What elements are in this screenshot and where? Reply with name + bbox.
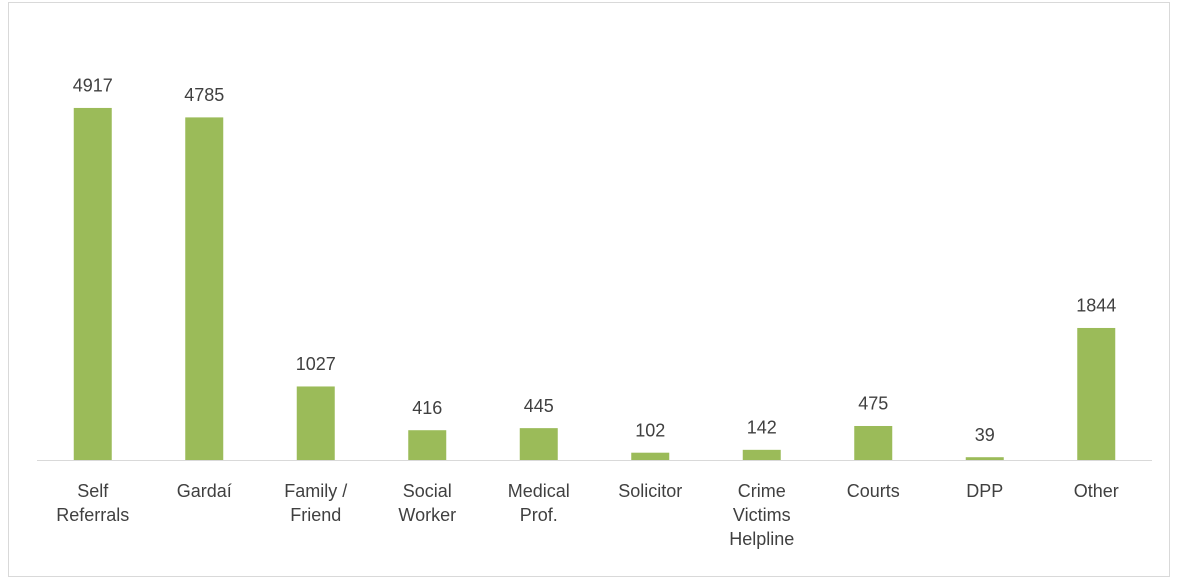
data-label: 1027: [296, 354, 336, 374]
x-tick-label: Medical: [508, 481, 570, 501]
bar: [296, 386, 335, 460]
x-tick-label: Social: [403, 481, 452, 501]
x-tick-label: Prof.: [520, 505, 558, 525]
bar: [73, 107, 112, 460]
bar: [408, 430, 447, 460]
x-tick-label: Family /: [284, 481, 347, 501]
bar: [854, 425, 893, 460]
x-tick-label: Helpline: [729, 529, 794, 549]
x-tick-label: Friend: [290, 505, 341, 525]
x-tick-label: Solicitor: [618, 481, 682, 501]
data-label: 445: [524, 396, 554, 416]
bar: [631, 452, 670, 460]
x-tick-label: Gardaí: [177, 481, 232, 501]
x-tick-label: Other: [1074, 481, 1119, 501]
x-tick-label: DPP: [966, 481, 1003, 501]
bar: [519, 428, 558, 460]
x-tick-label: Worker: [398, 505, 456, 525]
data-label: 1844: [1076, 296, 1116, 316]
bar: [965, 457, 1004, 460]
x-tick-label: Referrals: [56, 505, 129, 525]
data-label: 4917: [73, 76, 113, 96]
data-label: 4785: [184, 85, 224, 105]
bar: [185, 117, 224, 461]
x-tick-label: Crime: [738, 481, 786, 501]
data-label: 102: [635, 420, 665, 440]
data-label: 416: [412, 398, 442, 418]
x-tick-label: Victims: [733, 505, 791, 525]
x-tick-label: Self: [77, 481, 109, 501]
x-tick-label: Courts: [847, 481, 900, 501]
bar: [1077, 327, 1116, 460]
data-label: 475: [858, 394, 888, 414]
data-label: 39: [975, 425, 995, 445]
bar: [742, 449, 781, 460]
data-label: 142: [747, 418, 777, 438]
